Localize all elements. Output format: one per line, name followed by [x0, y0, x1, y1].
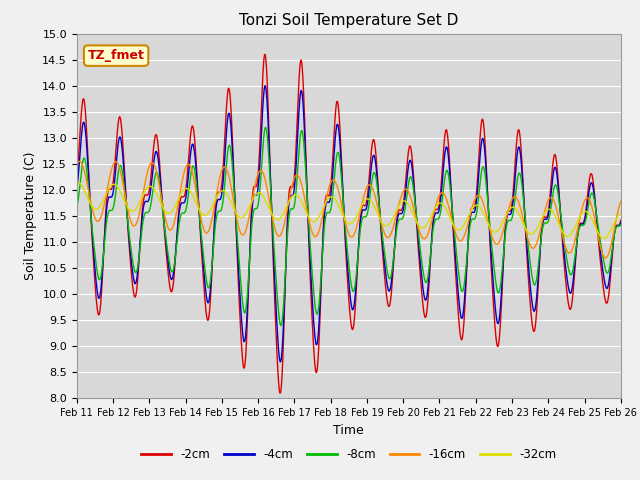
Y-axis label: Soil Temperature (C): Soil Temperature (C)	[24, 152, 36, 280]
Text: TZ_fmet: TZ_fmet	[88, 49, 145, 62]
X-axis label: Time: Time	[333, 424, 364, 437]
Legend: -2cm, -4cm, -8cm, -16cm, -32cm: -2cm, -4cm, -8cm, -16cm, -32cm	[136, 443, 561, 466]
Title: Tonzi Soil Temperature Set D: Tonzi Soil Temperature Set D	[239, 13, 458, 28]
